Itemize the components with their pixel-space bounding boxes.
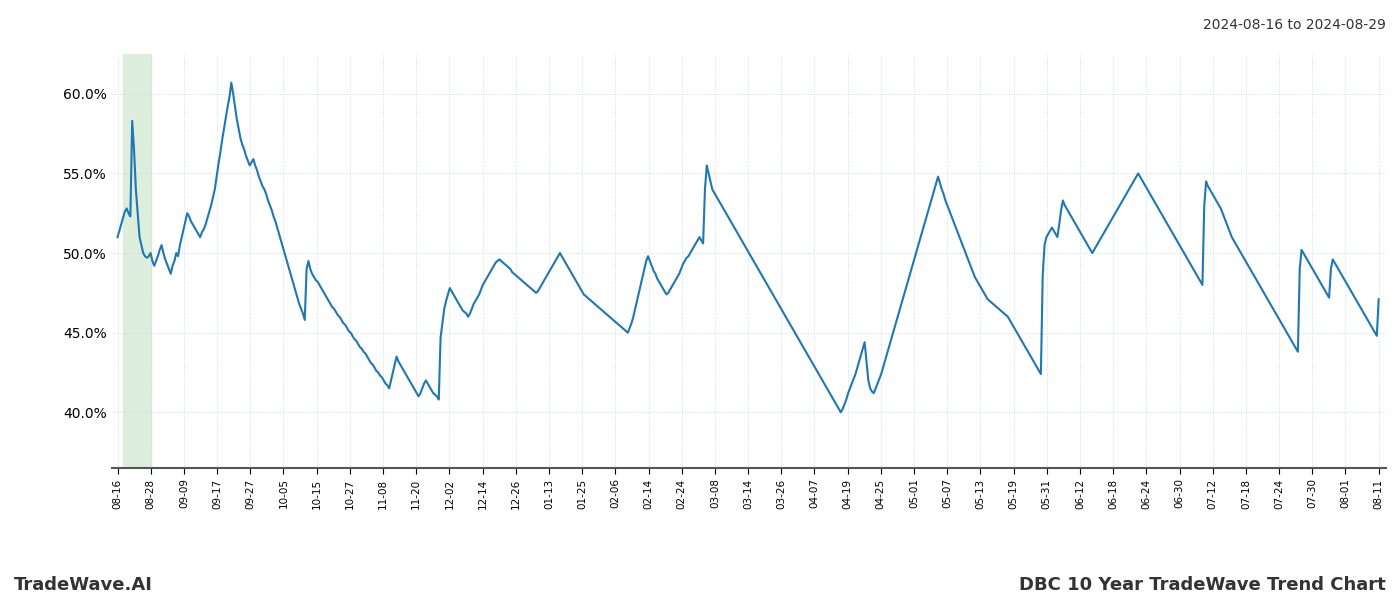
Bar — [123, 54, 151, 468]
Text: 2024-08-16 to 2024-08-29: 2024-08-16 to 2024-08-29 — [1203, 18, 1386, 32]
Text: DBC 10 Year TradeWave Trend Chart: DBC 10 Year TradeWave Trend Chart — [1019, 576, 1386, 594]
Text: TradeWave.AI: TradeWave.AI — [14, 576, 153, 594]
